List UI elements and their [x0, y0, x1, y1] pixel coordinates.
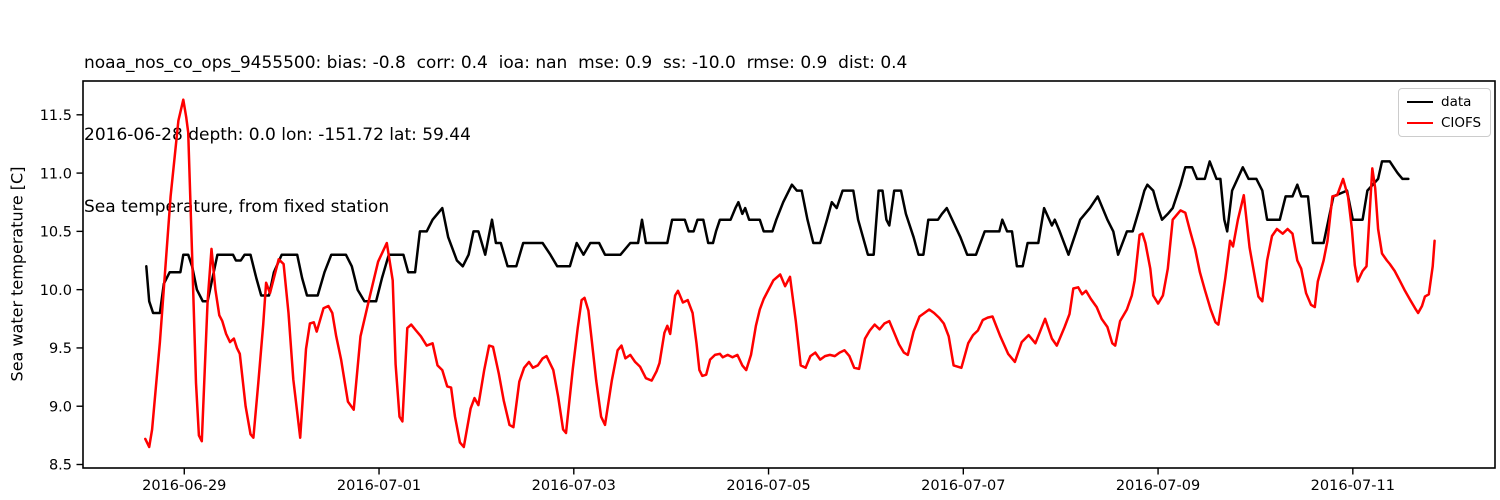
title-line-station-meta: 2016-06-28 depth: 0.0 lon: -151.72 lat: … — [84, 125, 471, 145]
series-line-data — [145, 160, 1410, 315]
y-tick-label: 9.0 — [49, 399, 72, 415]
title-line-variable: Sea temperature, from fixed station — [84, 197, 390, 217]
y-tick-label: 9.5 — [49, 341, 72, 357]
x-tick-label: 2016-07-07 — [921, 478, 1005, 494]
legend-line-sample-ciofs — [1407, 122, 1433, 124]
legend-label-ciofs: CIOFS — [1441, 115, 1482, 131]
x-tick-label: 2016-06-29 — [142, 478, 226, 494]
y-tick-label: 10.0 — [40, 283, 72, 299]
x-tick-label: 2016-07-09 — [1116, 478, 1200, 494]
legend-entry-data: data — [1407, 95, 1484, 109]
series-line-ciofs — [144, 98, 1436, 449]
legend-label-data: data — [1441, 94, 1472, 110]
y-tick-label: 8.5 — [49, 458, 72, 474]
title-line-stats: noaa_nos_co_ops_9455500: bias: -0.8 corr… — [84, 53, 908, 73]
x-tick-label: 2016-07-03 — [532, 478, 616, 494]
y-tick-label: 10.5 — [40, 225, 72, 241]
x-tick-label: 2016-07-11 — [1311, 478, 1395, 494]
axes-frame — [82, 80, 1496, 469]
y-tick-label: 11.5 — [40, 108, 72, 124]
legend-entry-ciofs: CIOFS — [1407, 116, 1484, 130]
x-tick-label: 2016-07-05 — [726, 478, 810, 494]
y-tick-label: 11.0 — [40, 166, 72, 182]
legend: data CIOFS — [1398, 88, 1491, 137]
chart-title-block: noaa_nos_co_ops_9455500: bias: -0.8 corr… — [84, 3, 907, 267]
legend-line-sample-data — [1407, 101, 1433, 103]
x-tick-label: 2016-07-01 — [337, 478, 421, 494]
